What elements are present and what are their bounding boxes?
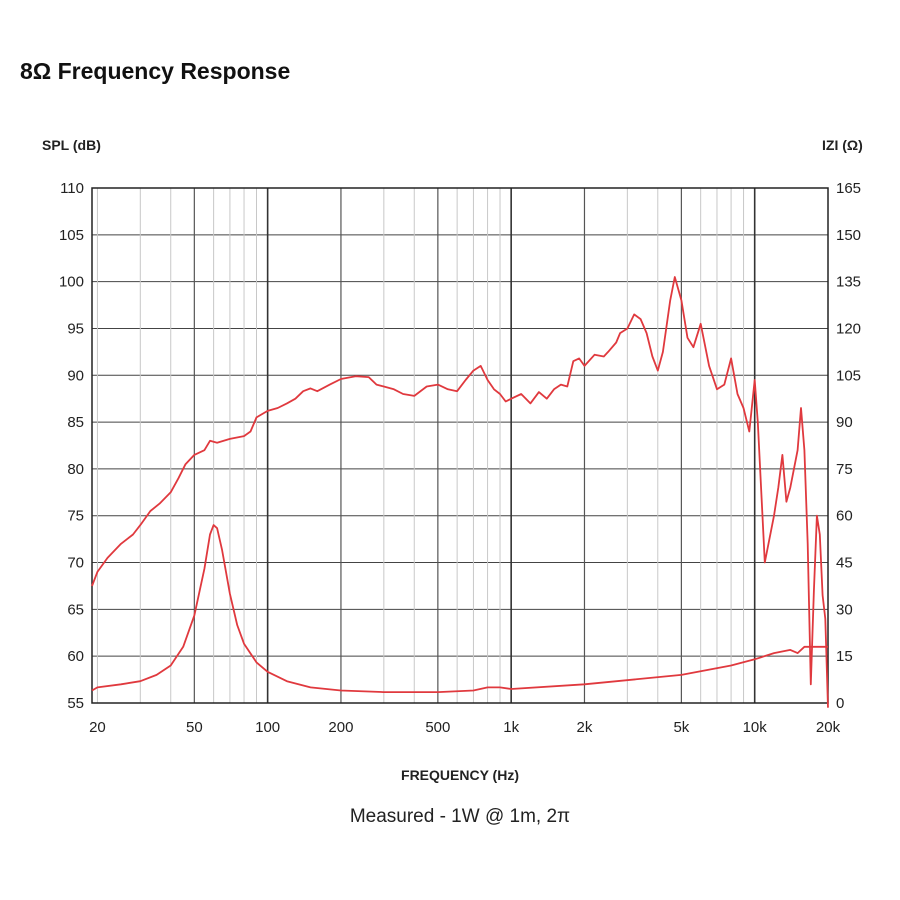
y-left-tick-label: 65 (67, 601, 84, 618)
spl-curve (91, 276, 829, 708)
y-right-tick-label: 45 (836, 555, 853, 572)
x-tick-label: 20 (89, 719, 106, 736)
y-left-tick-label: 85 (67, 414, 84, 431)
grid (92, 187, 829, 704)
y-left-tick-label: 80 (67, 461, 84, 478)
x-tick-label: 10k (743, 719, 768, 736)
x-tick-label: 500 (425, 719, 450, 736)
plot-frame (91, 187, 829, 704)
y-right-tick-label: 150 (836, 227, 861, 244)
y-left-tick-label: 105 (59, 227, 84, 244)
y-left-tick-label: 75 (67, 508, 84, 525)
series (91, 276, 829, 708)
x-tick-label: 1k (503, 719, 519, 736)
impedance-curve (91, 524, 828, 693)
x-axis-label: FREQUENCY (Hz) (401, 767, 519, 783)
y-right-tick-label: 120 (836, 320, 861, 337)
x-tick-label: 5k (673, 719, 689, 736)
y-right-tick-label: 15 (836, 648, 853, 665)
x-tick-label: 100 (255, 719, 280, 736)
y-right-tick-label: 90 (836, 414, 853, 431)
y-left-tick-label: 70 (67, 555, 84, 572)
y-right-tick-label: 60 (836, 508, 853, 525)
y-left-tick-label: 90 (67, 367, 84, 384)
y-left-tick-label: 55 (67, 695, 84, 712)
y-left-tick-label: 95 (67, 320, 84, 337)
x-tick-label: 200 (328, 719, 353, 736)
y-right-tick-label: 135 (836, 274, 861, 291)
tick-labels: 1101051009590858075706560551651501351201… (59, 180, 861, 736)
x-tick-label: 50 (186, 719, 203, 736)
y-left-tick-label: 100 (59, 274, 84, 291)
y-right-tick-label: 30 (836, 601, 853, 618)
page-title: 8Ω Frequency Response (20, 58, 291, 84)
y-right-tick-label: 165 (836, 180, 861, 197)
y-right-tick-label: 75 (836, 461, 853, 478)
y-right-tick-label: 0 (836, 695, 844, 712)
x-tick-label: 2k (577, 719, 593, 736)
y-left-tick-label: 60 (67, 648, 84, 665)
y-axis-right-label: IZI (Ω) (822, 137, 863, 153)
chart-subtitle: Measured - 1W @ 1m, 2π (350, 806, 570, 827)
x-tick-label: 20k (816, 719, 841, 736)
y-axis-left-label: SPL (dB) (42, 137, 101, 153)
y-left-tick-label: 110 (60, 180, 84, 197)
y-right-tick-label: 105 (836, 367, 861, 384)
